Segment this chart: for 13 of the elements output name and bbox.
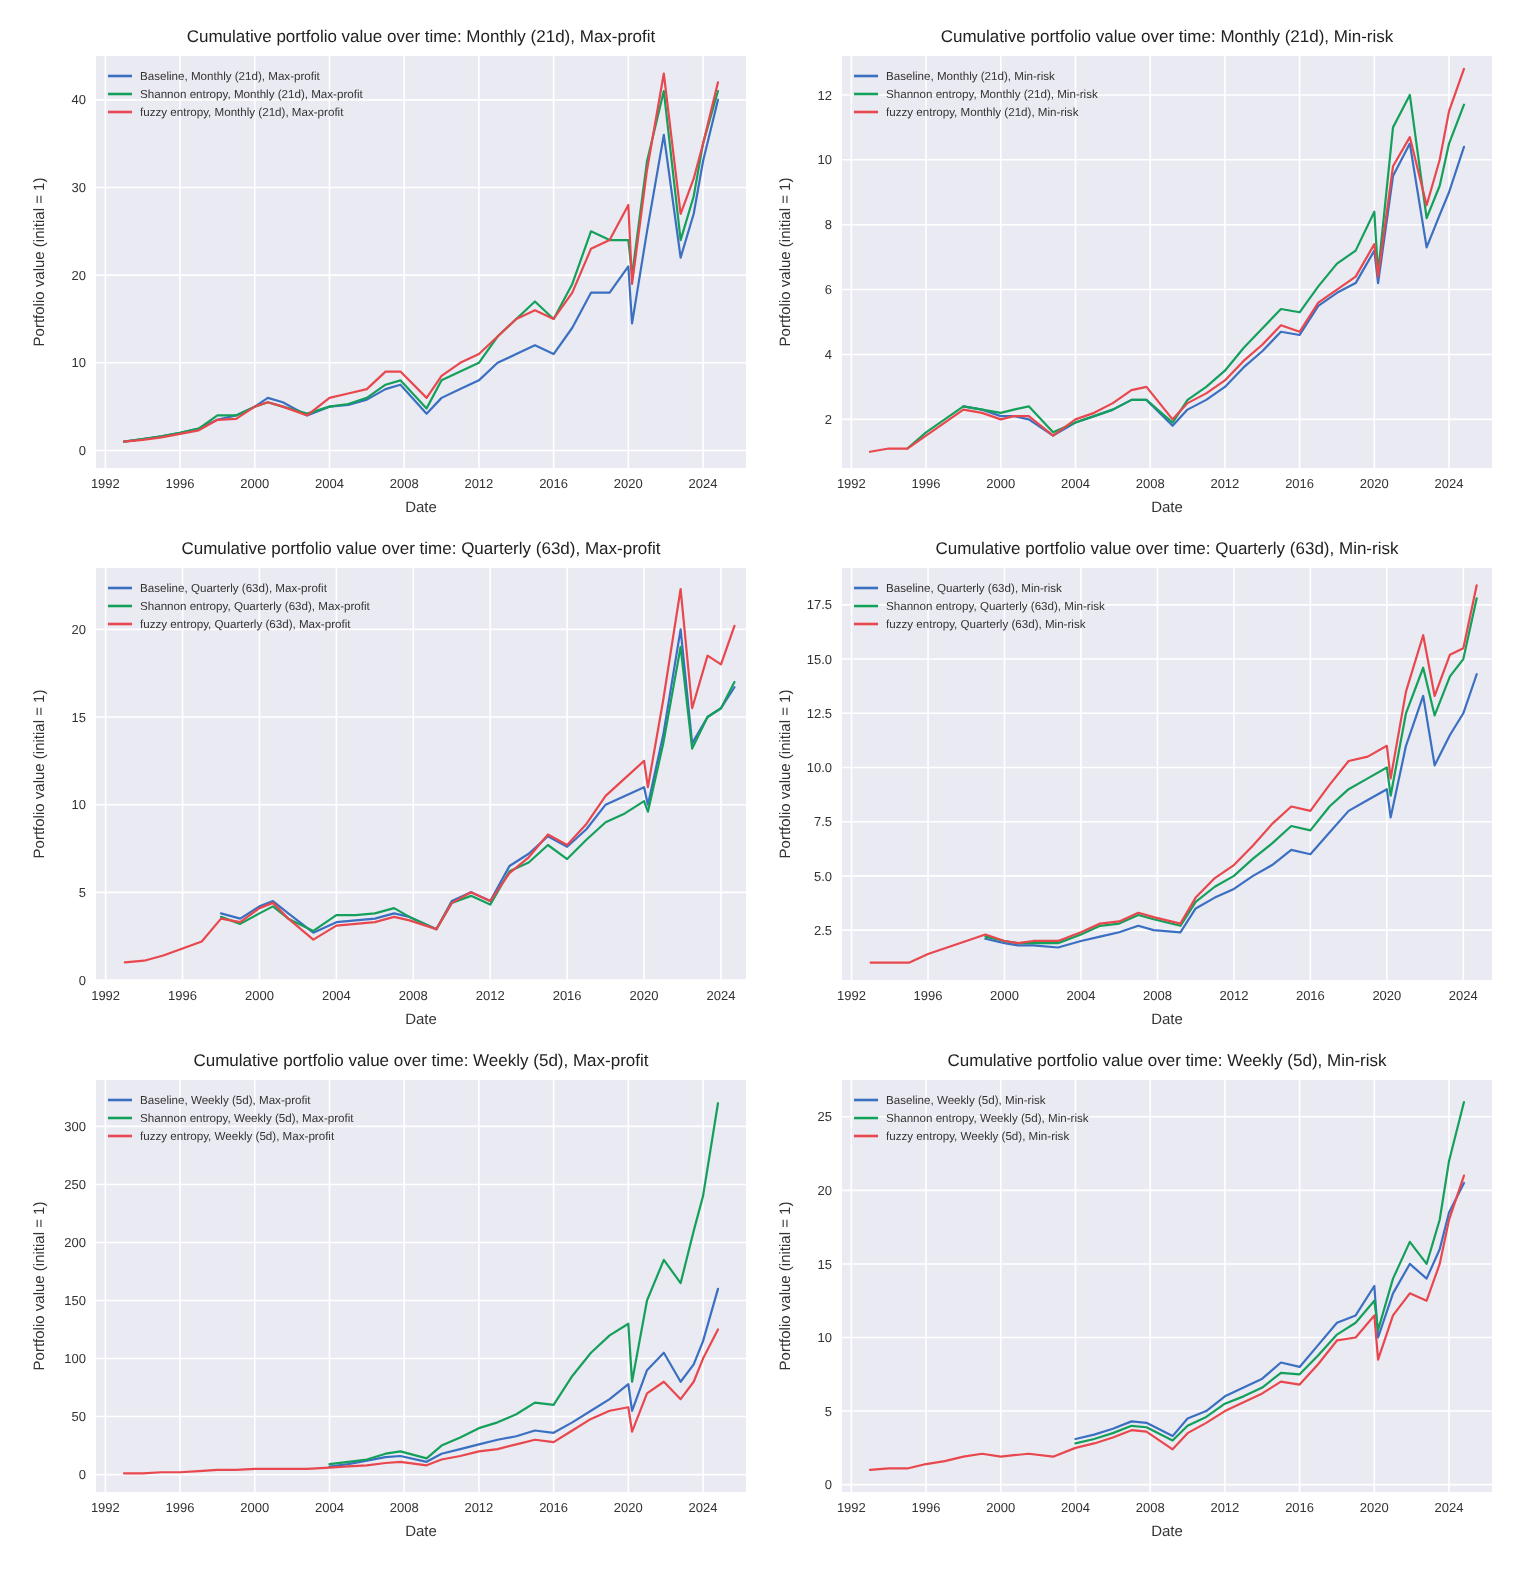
chart-title: Cumulative portfolio value over time: Weekly (5d), Max-profit [193, 1050, 650, 1070]
line-series [122, 1328, 720, 1475]
chart-title: Cumulative portfolio value over time: Monthly (21d), Min-risk [940, 26, 1395, 46]
chart-title: Cumulative portfolio value over time: Quarterly (63d), Max-profit [181, 538, 662, 558]
line-series [123, 587, 736, 964]
line-series [984, 673, 1478, 949]
line-series [1074, 1181, 1466, 1441]
chart-title: Cumulative portfolio value over time: Monthly (21d), Max-profit [186, 26, 657, 46]
line-series [328, 1287, 720, 1468]
line-series [868, 1174, 1466, 1472]
chart-title: Cumulative portfolio value over time: Weekly (5d), Min-risk [947, 1050, 1388, 1070]
line-series [869, 584, 1478, 964]
chart-title: Cumulative portfolio value over time: Quarterly (63d), Min-risk [935, 538, 1400, 558]
